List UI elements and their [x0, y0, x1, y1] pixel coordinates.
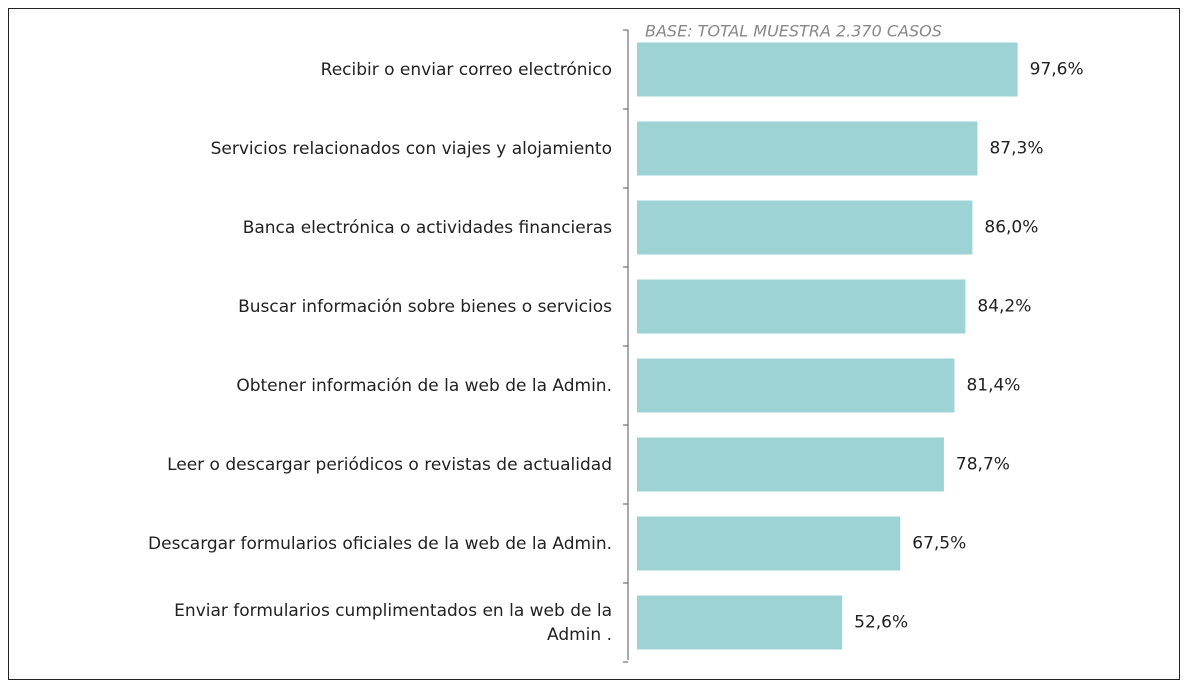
- bar: [637, 200, 973, 255]
- category-label: Buscar información sobre bienes o servic…: [238, 296, 612, 317]
- bar: [637, 358, 955, 413]
- frame: [8, 8, 1180, 680]
- bar: [637, 437, 944, 492]
- value-label: 78,7%: [956, 455, 1010, 475]
- category-label: Obtener información de la web de la Admi…: [236, 375, 612, 396]
- category-label: Banca electrónica o actividades financie…: [242, 217, 612, 238]
- bar: [637, 516, 901, 571]
- value-label: 97,6%: [1030, 60, 1084, 80]
- bar: [637, 121, 978, 176]
- category-label: Leer o descargar periódicos o revistas d…: [167, 454, 612, 475]
- value-label: 67,5%: [912, 534, 966, 554]
- value-label: 84,2%: [977, 297, 1031, 317]
- annotation: BASE: TOTAL MUESTRA 2.370 CASOS: [645, 22, 942, 41]
- value-label: 81,4%: [966, 376, 1020, 396]
- bar: [637, 279, 966, 334]
- value-label: 52,6%: [854, 613, 908, 633]
- category-label: Servicios relacionados con viajes y aloj…: [210, 138, 612, 159]
- category-label: Recibir o enviar correo electrónico: [320, 59, 612, 80]
- value-label: 86,0%: [984, 218, 1038, 238]
- bar: [637, 595, 843, 650]
- category-label: Descargar formularios oficiales de la we…: [148, 533, 612, 554]
- value-label: 87,3%: [989, 139, 1043, 159]
- category-label: Enviar formularios cumplimentados en la …: [174, 600, 612, 645]
- bar: [637, 42, 1018, 97]
